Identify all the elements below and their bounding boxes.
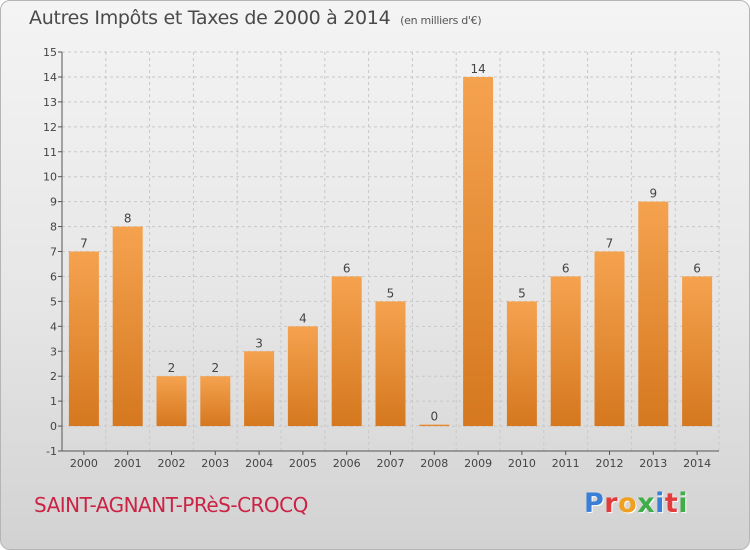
logo-letter: t xyxy=(664,488,679,519)
x-tick-label-2006: 2006 xyxy=(333,457,361,470)
y-tick-label: 2 xyxy=(50,370,57,383)
bar-2005 xyxy=(287,326,318,427)
data-label-2008: 0 xyxy=(430,410,438,424)
chart-unit: (en milliers d'€) xyxy=(400,14,482,27)
data-label-2005: 4 xyxy=(299,311,307,325)
x-tick-label-2011: 2011 xyxy=(552,457,580,470)
bar-2007 xyxy=(375,301,406,427)
y-tick-label: 10 xyxy=(43,171,57,184)
bar-2000 xyxy=(68,251,99,427)
data-label-2011: 6 xyxy=(562,261,570,275)
bar-layer: 7 8 2 2 3 4 6 5 0 14 5 6 7 9 6 xyxy=(68,62,713,427)
y-tick-label: 7 xyxy=(50,246,57,259)
bar-2002 xyxy=(156,376,187,427)
logo-letter: x xyxy=(637,488,656,519)
x-tick-label-2010: 2010 xyxy=(508,457,536,470)
logo-letter: P xyxy=(584,488,605,519)
x-tick-label-2007: 2007 xyxy=(377,457,405,470)
y-tick-label: 14 xyxy=(43,71,57,84)
y-tick-label: 3 xyxy=(50,345,57,358)
bar-2006 xyxy=(331,276,362,427)
y-tick-label: 8 xyxy=(50,221,57,234)
data-label-2001: 8 xyxy=(124,212,132,226)
proxiti-logo: Proxiti xyxy=(584,488,688,519)
x-tick-label-2000: 2000 xyxy=(70,457,98,470)
bar-2004 xyxy=(244,351,275,427)
x-tick-label-2001: 2001 xyxy=(114,457,142,470)
x-tick-label-2013: 2013 xyxy=(639,457,667,470)
logo-letter: i xyxy=(655,488,665,519)
bar-2009 xyxy=(463,76,494,427)
y-tick-label: 9 xyxy=(50,196,57,209)
data-label-2007: 5 xyxy=(387,286,395,300)
bar-2010 xyxy=(506,301,537,427)
x-tick-label-2014: 2014 xyxy=(683,457,711,470)
data-label-2000: 7 xyxy=(80,237,88,251)
x-tick-label-2002: 2002 xyxy=(158,457,186,470)
chart-title-text: Autres Impôts et Taxes de 2000 à 2014 xyxy=(29,7,391,29)
commune-name: SAINT-AGNANT-PRèS-CROCQ xyxy=(34,493,308,517)
bar-2012 xyxy=(594,251,625,427)
bar-2013 xyxy=(638,201,669,427)
y-tick-label: 11 xyxy=(43,146,57,159)
data-label-2013: 9 xyxy=(649,187,657,201)
data-label-2014: 6 xyxy=(693,261,701,275)
x-tick-label-2008: 2008 xyxy=(420,457,448,470)
data-label-2010: 5 xyxy=(518,286,526,300)
x-tick-label-2005: 2005 xyxy=(289,457,317,470)
bar-2001 xyxy=(112,226,143,427)
x-tick-label-2004: 2004 xyxy=(245,457,273,470)
data-label-2003: 2 xyxy=(211,361,219,375)
data-label-2002: 2 xyxy=(168,361,176,375)
y-tick-label: 12 xyxy=(43,121,57,134)
y-tick-label: -1 xyxy=(46,445,57,458)
data-label-2006: 6 xyxy=(343,261,351,275)
y-tick-label: 0 xyxy=(50,420,57,433)
data-label-2009: 14 xyxy=(470,62,485,76)
y-tick-label: 5 xyxy=(50,295,57,308)
logo-letter: o xyxy=(618,488,638,519)
x-tick-label-2009: 2009 xyxy=(464,457,492,470)
y-tick-label: 13 xyxy=(43,96,57,109)
y-tick-label: 4 xyxy=(50,320,57,333)
data-label-2004: 3 xyxy=(255,336,263,350)
x-tick-label-2012: 2012 xyxy=(596,457,624,470)
y-tick-label: 1 xyxy=(50,395,57,408)
chart-title: Autres Impôts et Taxes de 2000 à 2014 (e… xyxy=(29,7,482,29)
logo-letter: r xyxy=(604,488,619,519)
data-label-2012: 7 xyxy=(606,237,614,251)
y-tick-label: 6 xyxy=(50,270,57,283)
bar-2014 xyxy=(682,276,713,427)
bar-2011 xyxy=(550,276,581,427)
bar-2008 xyxy=(419,424,450,427)
logo-letter: i xyxy=(678,488,689,519)
x-tick-label-2003: 2003 xyxy=(201,457,229,470)
bar-2003 xyxy=(200,376,231,427)
y-tick-label: 15 xyxy=(43,46,57,59)
